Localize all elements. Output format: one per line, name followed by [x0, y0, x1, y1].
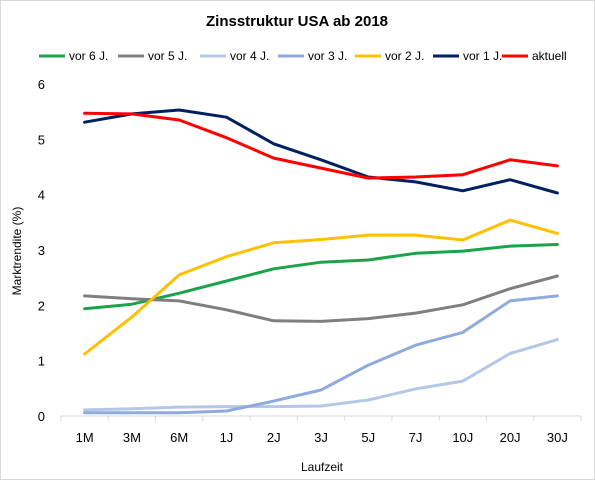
series-line: [83, 338, 559, 412]
x-tick-label: 20J: [500, 430, 521, 445]
y-axis: 0 1 2 3 4 5 6: [38, 77, 45, 424]
x-axis: 1M 3M 6M 1J 2J 3J 5J 7J 10J 20J 30J: [60, 415, 582, 445]
x-tick-label: 30J: [547, 430, 568, 445]
plot-area: [83, 108, 559, 415]
legend-label: vor 1 J.: [463, 49, 502, 63]
legend-label: vor 4 J.: [230, 49, 269, 63]
series-line: [83, 274, 559, 323]
y-tick-label: 1: [38, 354, 45, 369]
y-tick-label: 4: [38, 188, 45, 203]
x-tick-label: 1J: [220, 430, 234, 445]
y-tick-label: 6: [38, 77, 45, 92]
legend: vor 6 J. vor 5 J. vor 4 J. vor 3 J. vor 2 J.…: [39, 49, 567, 63]
x-axis-label: Laufzeit: [301, 460, 344, 474]
x-tick-label: 7J: [409, 430, 423, 445]
x-tick-label: 1M: [76, 430, 94, 445]
legend-label: vor 3 J.: [308, 49, 347, 63]
legend-label: vor 2 J.: [385, 49, 424, 63]
series-line: [83, 294, 559, 415]
y-tick-label: 2: [38, 298, 45, 313]
x-tick-label: 3M: [123, 430, 141, 445]
x-tick-label: 10J: [452, 430, 473, 445]
legend-label: vor 5 J.: [148, 49, 187, 63]
series-line: [83, 218, 559, 356]
y-tick-label: 0: [38, 409, 45, 424]
legend-label: aktuell: [532, 49, 567, 63]
series-line: [83, 243, 559, 311]
legend-label: vor 6 J.: [69, 49, 108, 63]
x-tick-label: 5J: [361, 430, 375, 445]
y-tick-label: 5: [38, 132, 45, 147]
y-axis-label: Marktrendite (%): [10, 207, 24, 296]
x-tick-label: 3J: [314, 430, 328, 445]
y-tick-label: 3: [38, 243, 45, 258]
series-line: [83, 111, 559, 180]
chart-title: Zinsstruktur USA ab 2018: [206, 13, 388, 30]
series-line: [83, 108, 559, 195]
x-tick-label: 2J: [267, 430, 281, 445]
x-tick-label: 6M: [170, 430, 188, 445]
